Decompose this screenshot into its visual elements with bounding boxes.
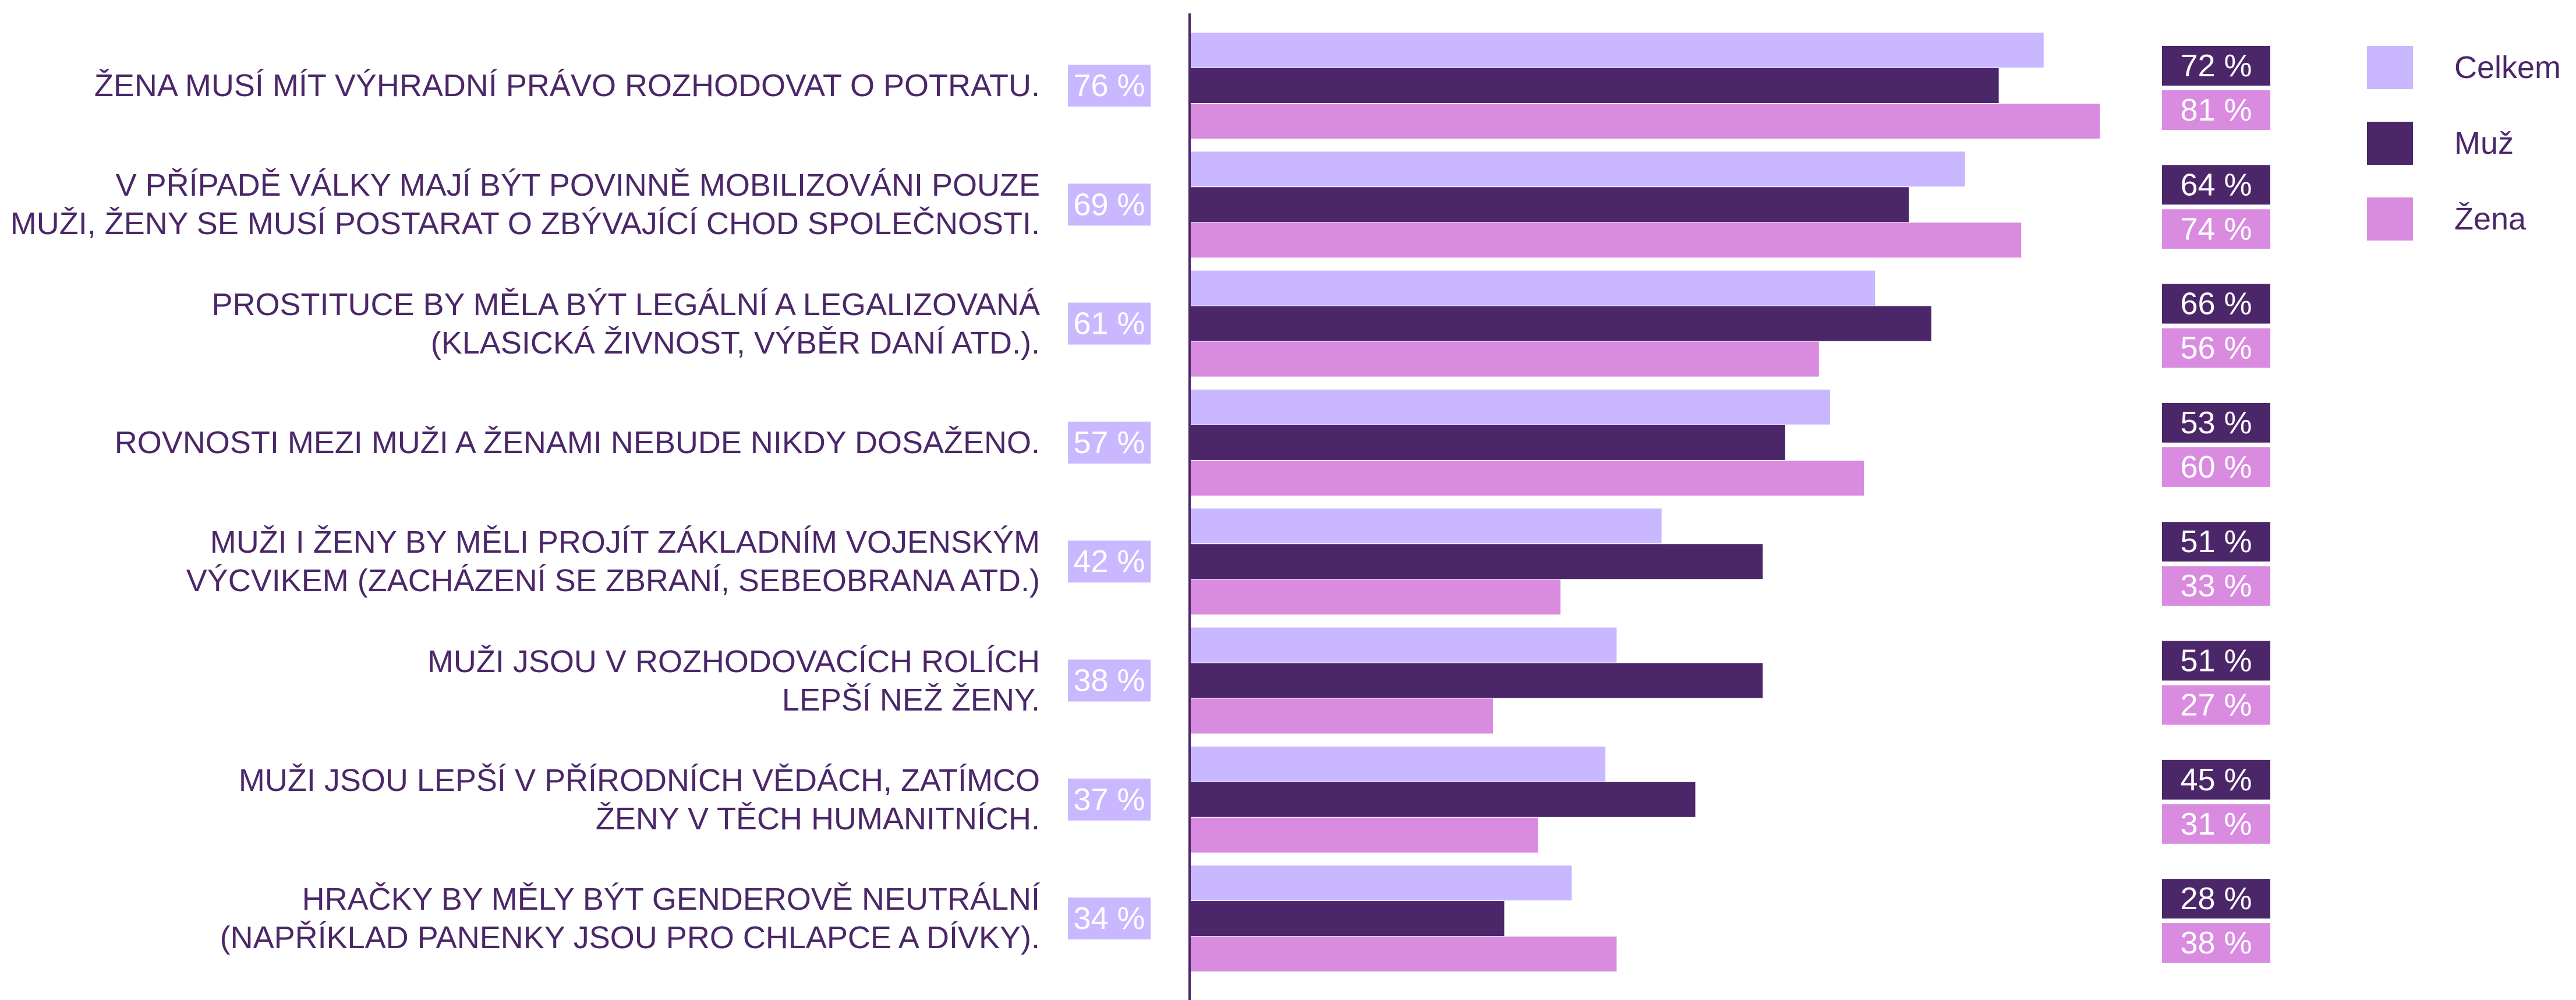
value-label-box [2162, 879, 2270, 919]
category-label: ROVNOSTI MEZI MUŽI A ŽENAMI NEBUDE NIKDY… [114, 425, 1040, 460]
value-label-box [2162, 923, 2270, 963]
value-label-box [2162, 804, 2270, 844]
value-label: 69 % [1073, 187, 1145, 222]
category-label: ŽENA MUSÍ MÍT VÝHRADNÍ PRÁVO ROZHODOVAT … [94, 68, 1040, 103]
bar [1190, 663, 1763, 698]
value-label-box [2162, 685, 2270, 725]
value-label: 66 % [2180, 287, 2252, 321]
value-label-box [2162, 566, 2270, 606]
value-label-box [2162, 759, 2270, 800]
bar [1190, 508, 1662, 544]
value-label: 56 % [2180, 331, 2252, 366]
bar [1190, 306, 1931, 341]
value-label: 31 % [2180, 807, 2252, 842]
value-label-box [1068, 302, 1151, 345]
value-label: 60 % [2180, 450, 2252, 485]
legend-swatch [2367, 197, 2413, 241]
value-label-box [1068, 897, 1151, 940]
bar [1190, 817, 1538, 853]
category-label: MUŽI I ŽENY BY MĚLI PROJÍT ZÁKLADNÍM VOJ… [186, 525, 1040, 599]
bar [1190, 782, 1696, 817]
bar [1190, 104, 2100, 139]
value-label: 57 % [1073, 425, 1145, 460]
category-label: MUŽI JSOU LEPŠÍ V PŘÍRODNÍCH VĚDÁCH, ZAT… [238, 762, 1040, 836]
value-label: 72 % [2180, 48, 2252, 83]
value-label-box [2162, 328, 2270, 368]
value-label-box [2162, 209, 2270, 249]
value-label-box [1068, 540, 1151, 583]
value-label-box [2162, 284, 2270, 324]
value-label: 74 % [2180, 211, 2252, 246]
bar [1190, 579, 1561, 615]
bar [1190, 389, 1831, 425]
value-label: 45 % [2180, 762, 2252, 797]
value-label: 61 % [1073, 306, 1145, 341]
bar [1190, 68, 1999, 103]
bar [1190, 341, 1819, 377]
value-label: 76 % [1073, 68, 1145, 103]
legend-swatch [2367, 122, 2413, 165]
bar [1190, 270, 1876, 306]
value-label-box [1068, 659, 1151, 702]
value-label-box [2162, 165, 2270, 205]
value-label-box [1068, 421, 1151, 464]
bar [1190, 425, 1785, 460]
value-label-box [2162, 46, 2270, 86]
value-label: 33 % [2180, 568, 2252, 603]
legend-label: Muž [2454, 126, 2514, 161]
value-label-box [1068, 65, 1151, 107]
value-label: 38 % [1073, 663, 1145, 698]
value-label: 42 % [1073, 544, 1145, 579]
value-label-box [2162, 402, 2270, 443]
bar [1190, 698, 1494, 734]
value-label: 51 % [2180, 524, 2252, 559]
value-label: 28 % [2180, 881, 2252, 916]
value-label: 53 % [2180, 405, 2252, 440]
value-label: 34 % [1073, 901, 1145, 936]
bar [1190, 460, 1864, 496]
value-label-box [2162, 447, 2270, 487]
bar [1190, 937, 1617, 972]
value-label: 51 % [2180, 644, 2252, 679]
bar [1190, 222, 2022, 258]
bar [1190, 627, 1617, 663]
legend-label: Celkem [2454, 50, 2561, 85]
value-label-box [2162, 522, 2270, 562]
bar [1190, 151, 1965, 187]
value-label: 81 % [2180, 93, 2252, 128]
bar [1190, 187, 1909, 222]
bar [1190, 544, 1763, 579]
bar [1190, 746, 1606, 782]
legend-swatch [2367, 46, 2413, 89]
value-label: 27 % [2180, 688, 2252, 723]
category-label: HRAČKY BY MĚLY BÝT GENDEROVĚ NEUTRÁLNÍ (… [220, 882, 1040, 956]
bar [1190, 901, 1505, 937]
value-label-box [2162, 641, 2270, 681]
value-label-box [2162, 90, 2270, 130]
bar [1190, 33, 2044, 68]
category-label: V PŘÍPADĚ VÁLKY MAJÍ BÝT POVINNĚ MOBILIZ… [10, 168, 1040, 242]
value-label-box [1068, 778, 1151, 821]
bar [1190, 865, 1572, 901]
value-label: 37 % [1073, 782, 1145, 817]
category-label: MUŽI JSOU V ROZHODOVACÍCH ROLÍCH LEPŠÍ N… [427, 644, 1040, 718]
value-label: 38 % [2180, 925, 2252, 960]
value-label-box [1068, 183, 1151, 226]
category-label: PROSTITUCE BY MĚLA BÝT LEGÁLNÍ A LEGALIZ… [211, 287, 1040, 361]
legend-label: Žena [2454, 202, 2527, 236]
value-label: 64 % [2180, 167, 2252, 202]
